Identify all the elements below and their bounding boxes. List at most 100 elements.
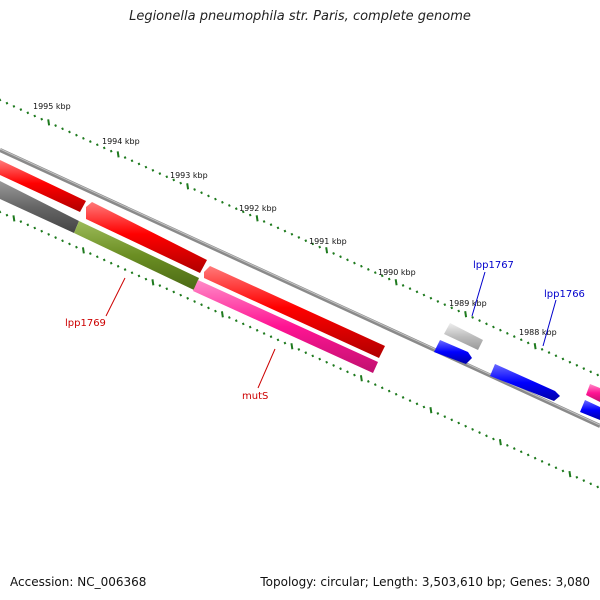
feature-lightgray-arrow[interactable] <box>444 323 483 350</box>
kbp-label-1992: 1992 kbp <box>239 204 277 213</box>
gene-label-lpp1766[interactable]: lpp1766 <box>544 289 585 300</box>
ruler-minor-tick <box>5 213 9 217</box>
ruler-minor-tick <box>137 162 141 166</box>
ruler-minor-tick <box>26 111 30 115</box>
ruler-minor-tick <box>526 341 530 345</box>
ruler-minor-tick <box>415 402 419 406</box>
ruler-minor-tick <box>234 207 238 211</box>
ruler-minor-tick <box>360 264 363 268</box>
feature-mutS-pink[interactable] <box>193 280 378 373</box>
leader-lpp1767 <box>471 271 486 317</box>
ruler-minor-tick <box>61 127 64 131</box>
ruler-minor-tick <box>554 466 558 470</box>
ruler-minor-tick <box>325 360 329 364</box>
ruler-minor-tick <box>457 421 461 425</box>
ruler-minor-tick <box>47 232 51 236</box>
ruler-minor-tick <box>234 319 238 323</box>
feature-red-arrow-left[interactable] <box>0 160 86 212</box>
ruler-minor-tick <box>540 347 544 351</box>
gene-label-lpp1767[interactable]: lpp1767 <box>473 260 514 271</box>
ruler-minor-tick <box>380 386 384 390</box>
kbp-label-1991: 1991 kbp <box>309 237 347 246</box>
ruler-minor-tick <box>596 485 600 489</box>
ruler-minor-tick <box>540 459 544 463</box>
backbone <box>0 148 600 428</box>
ruler-minor-tick <box>165 287 169 291</box>
ruler-minor-tick <box>54 236 57 239</box>
ruler-minor-tick <box>575 475 579 479</box>
ruler-minor-tick <box>561 469 565 473</box>
gene-labels: lpp1769 mutS lpp1767 lpp1766 <box>65 260 585 402</box>
ruler-minor-tick <box>366 268 370 271</box>
ruler-major-tick <box>325 247 329 254</box>
ruler-minor-tick <box>297 236 301 239</box>
ruler-minor-tick <box>109 149 113 153</box>
feature-red-arrow-right[interactable] <box>204 266 385 358</box>
kbp-label-1989: 1989 kbp <box>449 299 487 308</box>
ruler-major-tick <box>290 343 294 350</box>
ruler-minor-tick <box>214 309 217 313</box>
kbp-label-1993: 1993 kbp <box>170 171 208 180</box>
ruler-minor-tick <box>255 328 259 332</box>
ruler-minor-tick <box>408 399 412 403</box>
ruler-minor-tick <box>373 271 377 275</box>
gene-label-mutS[interactable]: mutS <box>242 391 268 402</box>
feature-lpp1769-green[interactable] <box>74 221 199 290</box>
ruler-minor-tick <box>568 360 572 364</box>
feature-blue-arrow-mid[interactable] <box>490 364 560 401</box>
ruler-major-tick <box>464 311 468 318</box>
feature-blue-arrow-small[interactable] <box>434 340 472 364</box>
ruler-minor-tick <box>408 287 412 291</box>
ruler-major-tick <box>186 183 190 190</box>
ruler-minor-tick <box>144 277 148 281</box>
ruler-minor-tick <box>457 309 461 313</box>
ruler-minor-tick <box>353 373 356 377</box>
ruler-minor-tick <box>471 315 474 319</box>
ruler-minor-tick <box>318 357 322 361</box>
ruler-minor-tick <box>415 290 419 294</box>
ruler-minor-tick <box>561 357 565 361</box>
ruler-major-tick <box>12 215 16 222</box>
feature-blue-edge-right[interactable] <box>580 400 600 420</box>
ruler-minor-tick <box>283 341 287 345</box>
ruler-minor-tick <box>485 434 488 438</box>
ruler-minor-tick <box>401 284 405 287</box>
ruler-minor-tick <box>471 427 474 431</box>
ruler-major-tick <box>47 119 51 126</box>
ruler-minor-tick <box>387 389 391 393</box>
ruler-major-tick <box>429 407 433 414</box>
ruler-minor-tick <box>207 194 210 198</box>
feature-gray-edge-left[interactable] <box>0 181 79 233</box>
map-title: Legionella pneumophila str. Paris, compl… <box>129 9 471 24</box>
ruler-minor-tick <box>575 363 579 367</box>
ruler-minor-tick <box>158 172 162 175</box>
ruler-minor-tick <box>5 101 9 105</box>
ruler-minor-tick <box>505 443 509 447</box>
ruler-minor-tick <box>241 322 245 326</box>
ruler-minor-tick <box>346 370 349 374</box>
ruler-minor-tick <box>290 232 294 236</box>
ruler-minor-tick <box>130 271 134 275</box>
ruler-minor-tick <box>276 226 280 230</box>
ruler-minor-tick <box>19 108 23 112</box>
ruler-minor-tick <box>144 165 148 169</box>
ruler-minor-tick <box>88 140 92 143</box>
ruler-minor-tick <box>485 322 488 326</box>
ruler-minor-tick <box>221 200 224 204</box>
ruler-major-tick <box>394 279 398 286</box>
ruler-minor-tick <box>33 114 37 118</box>
ruler-minor-tick <box>165 175 169 179</box>
gene-label-lpp1769[interactable]: lpp1769 <box>65 318 106 329</box>
ruler-minor-tick <box>304 239 308 243</box>
ruler-minor-tick <box>102 258 106 262</box>
feature-red-arrow-mid[interactable] <box>86 202 207 273</box>
ruler-minor-tick <box>443 303 447 307</box>
ruler-major-tick <box>151 279 155 286</box>
ruler-minor-tick <box>380 274 384 278</box>
ruler-minor-tick <box>589 370 593 374</box>
feature-pink-edge-right[interactable] <box>586 384 600 402</box>
ruler-minor-tick <box>123 268 127 271</box>
ruler-minor-tick <box>200 191 203 195</box>
